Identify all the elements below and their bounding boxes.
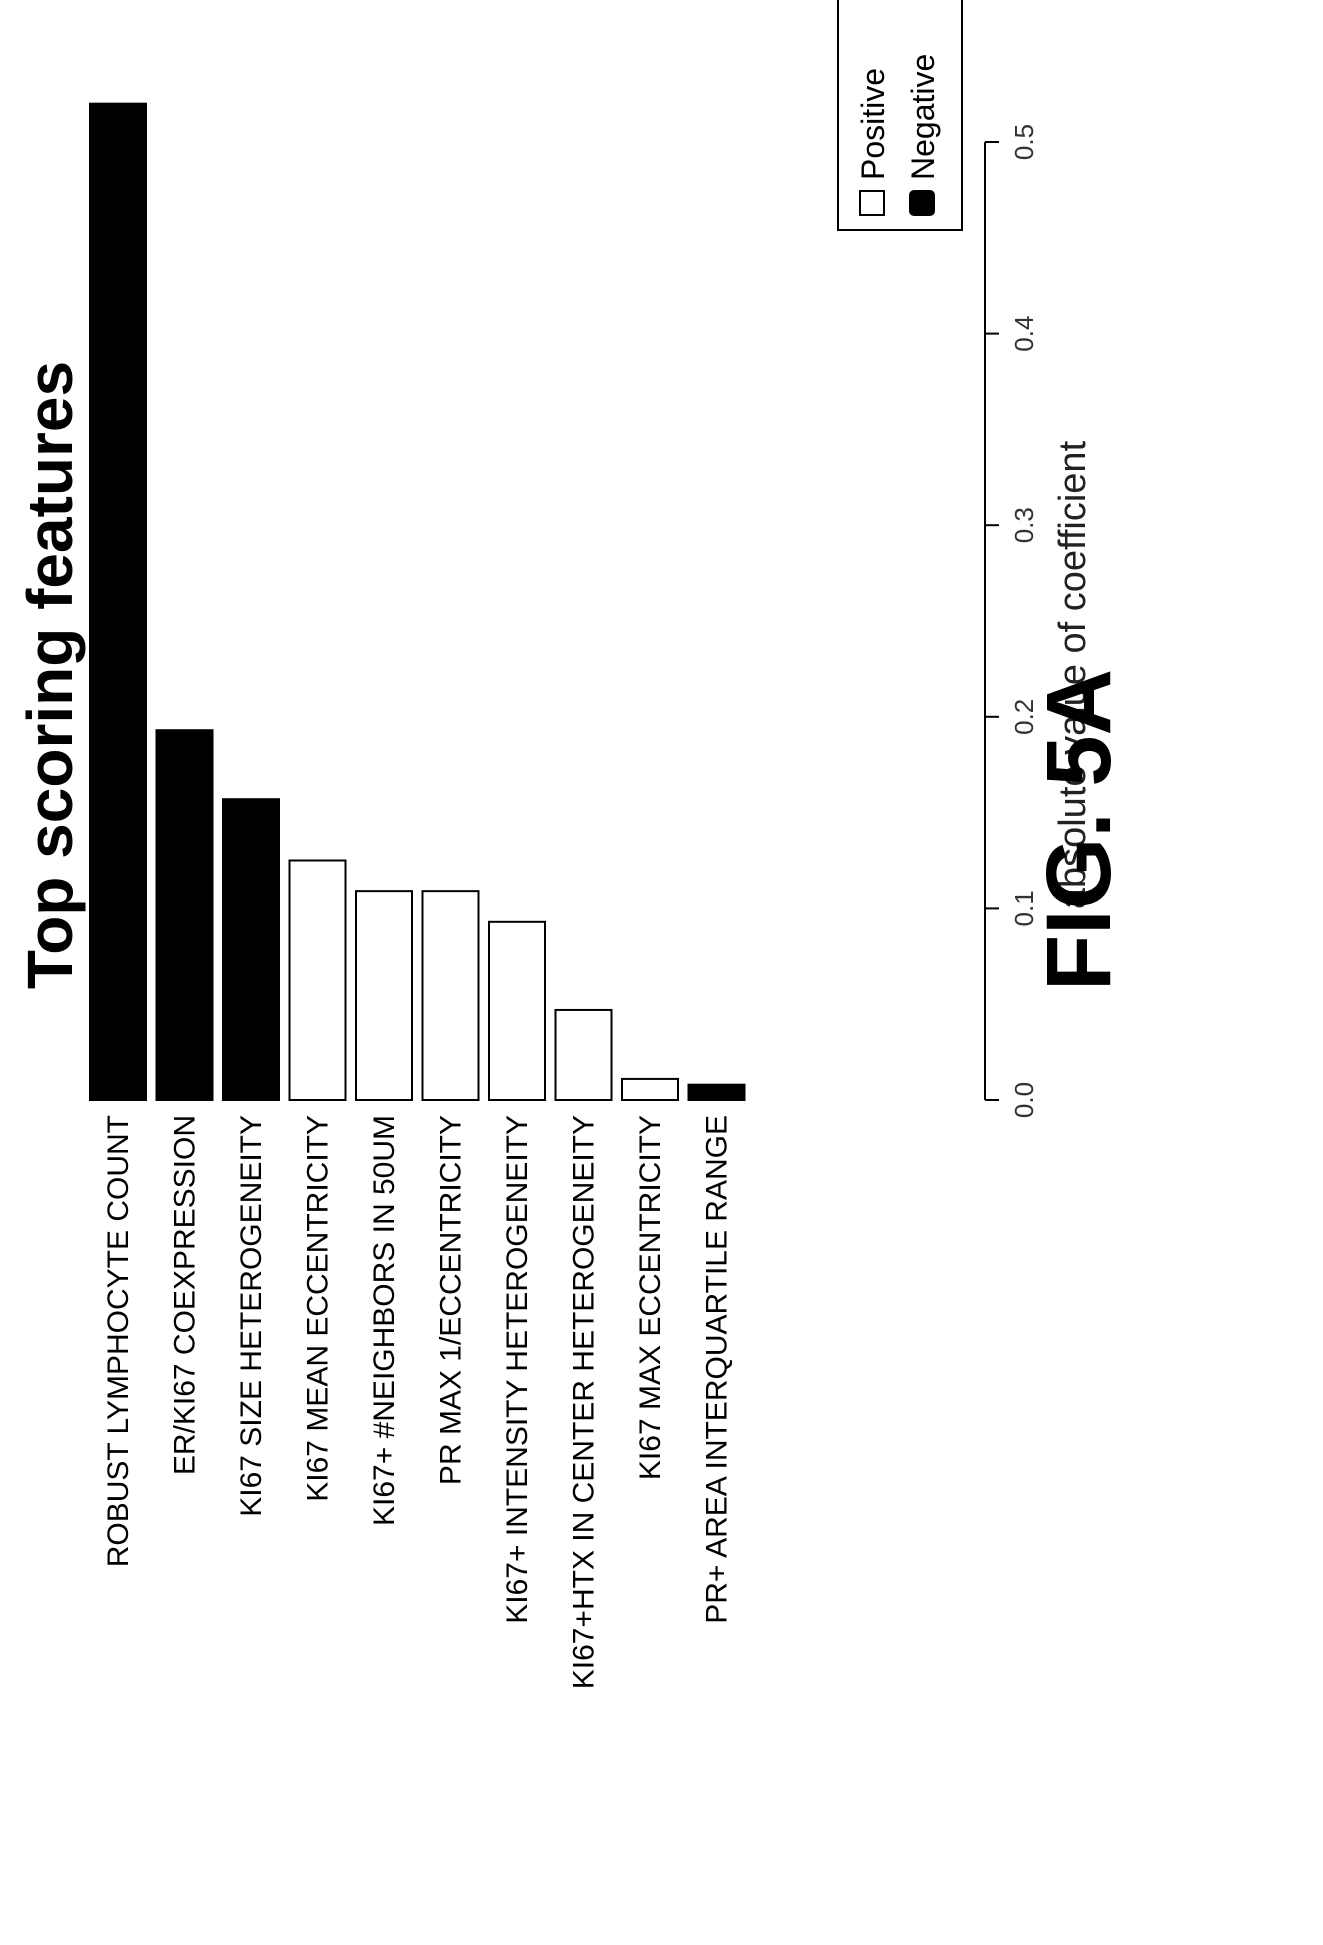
bar-4 (288, 859, 347, 1101)
category-label-2: ER/KI67 COEXPRESSION (169, 1115, 202, 1475)
legend-label-positive: Positive (855, 68, 891, 180)
x-tick-label-1: 0.1 (1009, 890, 1039, 926)
legend-box (837, 0, 963, 231)
x-axis-title: absolute value of coefficient (1052, 440, 1094, 909)
category-label-4: KI67 MEAN ECCENTRICITY (302, 1115, 335, 1502)
category-label-3: KI67 SIZE HETEROGENEITY (235, 1115, 268, 1517)
bar-3 (222, 798, 280, 1101)
bar-10 (687, 1083, 746, 1101)
legend-label-negative: Negative (905, 54, 941, 180)
category-label-9: KI67 MAX ECCENTRICITY (634, 1115, 667, 1480)
category-label-5: KI67+ #NEIGHBORS IN 50UM (368, 1115, 401, 1526)
x-tick-label-0: 0.0 (1009, 1082, 1039, 1118)
category-label-1: ROBUST LYMPHOCYTE COUNT (102, 1115, 135, 1567)
category-labels: ROBUST LYMPHOCYTE COUNT ER/KI67 COEXPRESS… (102, 1115, 734, 1689)
figure-label: FIG. 5A (1028, 669, 1130, 991)
category-label-8: KI67+HTX IN CENTER HETEROGENEITY (568, 1115, 601, 1689)
x-tick-label-5: 0.5 (1009, 124, 1039, 160)
bar-1 (89, 102, 147, 1101)
category-label-6: PR MAX 1/ECCENTRICITY (435, 1115, 468, 1485)
bar-8 (554, 1008, 613, 1101)
x-tick-label-3: 0.3 (1009, 507, 1039, 543)
legend-swatch-positive (859, 190, 885, 216)
bars-group (89, 102, 746, 1101)
chart-title: Top scoring features (14, 361, 86, 989)
bar-5 (355, 890, 413, 1101)
category-label-7: KI67+ INTENSITY HETEROGENEITY (501, 1115, 534, 1624)
bar-6 (421, 890, 480, 1101)
x-tick-label-4: 0.4 (1009, 316, 1039, 352)
bar-2 (155, 729, 214, 1101)
legend-swatch-negative (909, 190, 935, 216)
rotated-chart: Top scoring features ROBUST LYMPHOCYTE C… (14, 0, 1094, 1689)
bar-7 (488, 920, 546, 1101)
bar-9 (621, 1077, 679, 1101)
category-label-10: PR+ AREA INTERQUARTILE RANGE (701, 1115, 734, 1624)
x-tick-label-2: 0.2 (1009, 699, 1039, 735)
x-axis: 0.0 0.1 0.2 0.3 0.4 0.5 (984, 124, 1039, 1118)
legend: Positive Negative (837, 0, 963, 231)
